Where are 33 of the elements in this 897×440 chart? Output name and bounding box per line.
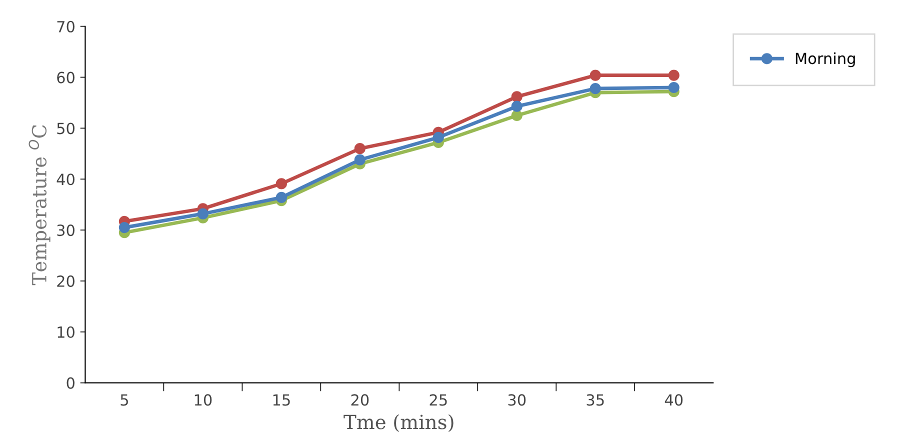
- y-tick-label: 40: [56, 174, 74, 186]
- y-tick-label: 30: [57, 224, 74, 236]
- x-tick-label: 40: [664, 394, 683, 406]
- y-tick-label: 10: [58, 326, 74, 338]
- x-tick-label: 30: [508, 394, 526, 406]
- point: [197, 208, 208, 220]
- point: [511, 91, 522, 102]
- point: [276, 178, 287, 190]
- y-tick-label: 50: [57, 122, 74, 134]
- x-tick-label: 10: [194, 394, 212, 406]
- point: [668, 82, 680, 94]
- point: [354, 143, 366, 154]
- point: [432, 132, 444, 143]
- legend-label: Morning: [796, 52, 855, 68]
- x-tick-label: 20: [351, 394, 369, 406]
- point: [511, 100, 522, 112]
- y-tick-label: 60: [57, 72, 74, 84]
- y-axis-title: Temperature $^{O}$C: [28, 125, 50, 286]
- point: [590, 82, 601, 94]
- point: [511, 110, 522, 122]
- point: [590, 70, 601, 81]
- y-tick-label: 70: [57, 20, 74, 32]
- x-axis-title: Tme (mins): [344, 414, 454, 432]
- x-tick-label: 35: [586, 394, 604, 406]
- x-tick-label: 25: [430, 394, 447, 406]
- x-tick-label: 15: [273, 394, 290, 406]
- point: [276, 192, 287, 204]
- point: [354, 154, 366, 166]
- point: [118, 222, 130, 234]
- y-tick-label: 20: [57, 275, 74, 287]
- point: [668, 70, 680, 81]
- y-tick-label: 0: [66, 377, 74, 389]
- x-tick-label: 5: [120, 394, 128, 406]
